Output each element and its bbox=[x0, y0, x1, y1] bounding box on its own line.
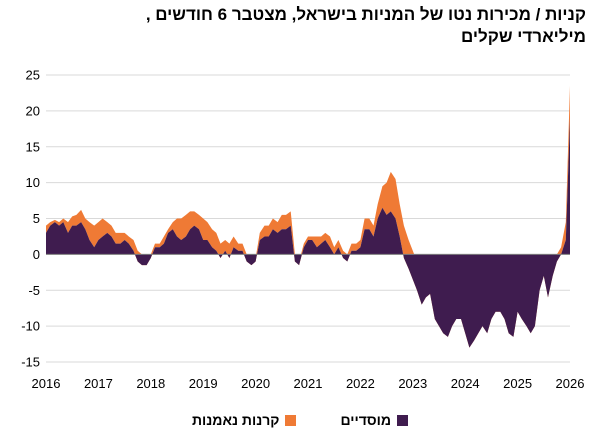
chart-subtitle: מיליארדי שקלים bbox=[460, 27, 586, 46]
y-tick-label: -10 bbox=[21, 319, 40, 334]
y-tick-label: -5 bbox=[28, 283, 40, 298]
y-tick-label: 15 bbox=[26, 139, 40, 154]
series-area-institutional bbox=[46, 118, 570, 348]
x-tick-label: 2022 bbox=[346, 376, 375, 391]
y-tick-label: -15 bbox=[21, 355, 40, 370]
legend-swatch-mutual-funds bbox=[285, 414, 297, 426]
x-tick-label: 2017 bbox=[84, 376, 113, 391]
y-tick-label: 20 bbox=[26, 103, 40, 118]
x-tick-label: 2018 bbox=[136, 376, 165, 391]
chart-title-line: קניות / מכירות נטו של המניות בישראל, מצט… bbox=[145, 5, 586, 24]
y-tick-label: 25 bbox=[26, 68, 40, 83]
legend-item-mutual-funds: קרנות נאמנות bbox=[191, 412, 297, 428]
y-tick-label: 5 bbox=[33, 211, 40, 226]
x-tick-label: 2025 bbox=[503, 376, 532, 391]
legend-label-mutual-funds: קרנות נאמנות bbox=[191, 412, 280, 428]
y-tick-label: 0 bbox=[33, 247, 40, 262]
y-tick-label: 10 bbox=[26, 175, 40, 190]
x-tick-label: 2019 bbox=[189, 376, 218, 391]
legend-item-institutional: מוסדיים bbox=[340, 412, 409, 428]
x-tick-label: 2016 bbox=[32, 376, 61, 391]
chart-title: קניות / מכירות נטו של המניות בישראל, מצט… bbox=[14, 4, 586, 48]
x-tick-label: 2026 bbox=[556, 376, 585, 391]
x-tick-label: 2021 bbox=[294, 376, 323, 391]
legend-label-institutional: מוסדיים bbox=[340, 412, 392, 428]
x-tick-label: 2024 bbox=[451, 376, 480, 391]
legend: מוסדיים קרנות נאמנות bbox=[0, 412, 600, 428]
x-tick-label: 2023 bbox=[398, 376, 427, 391]
x-tick-label: 2020 bbox=[241, 376, 270, 391]
legend-swatch-institutional bbox=[397, 414, 409, 426]
